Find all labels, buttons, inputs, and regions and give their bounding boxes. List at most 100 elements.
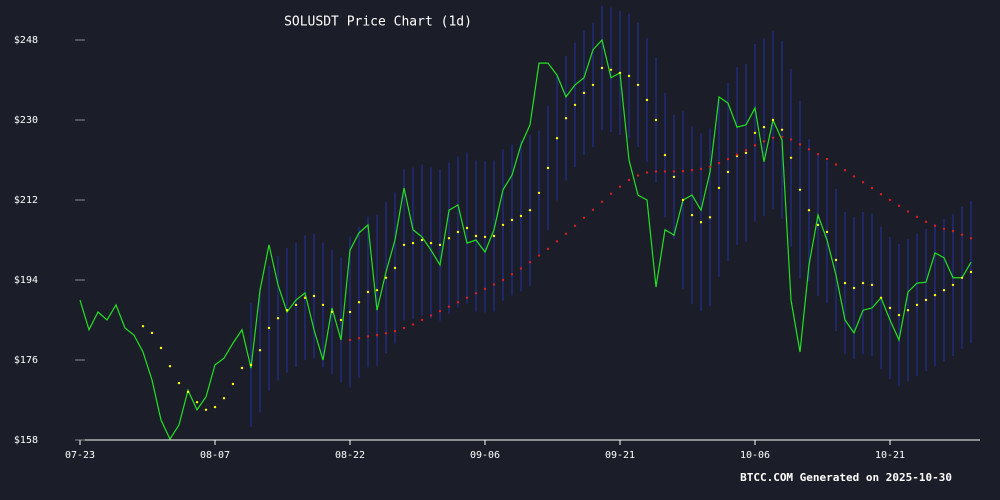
ma-dot bbox=[834, 258, 838, 262]
ma-dot bbox=[717, 161, 721, 165]
ma-dot bbox=[645, 98, 649, 102]
ma-dot bbox=[141, 325, 145, 328]
ma-dot bbox=[240, 366, 244, 370]
ma-dot bbox=[798, 143, 802, 146]
ma-dot bbox=[681, 198, 685, 202]
x-tick-label: 07-23 bbox=[65, 450, 95, 461]
ma-dot bbox=[870, 283, 874, 287]
ma-dot bbox=[564, 117, 568, 120]
ma-dot bbox=[483, 235, 487, 239]
ma-dot bbox=[267, 326, 271, 330]
axes: $158 $176 $194 $212 $230 $248 07-23 08-07 08-22 0… bbox=[14, 35, 980, 461]
ma-dot bbox=[249, 363, 253, 367]
ma-dot bbox=[465, 226, 469, 230]
ma-dot bbox=[429, 314, 433, 317]
ma-dot bbox=[681, 169, 685, 173]
ma-dot bbox=[735, 153, 739, 156]
ma-dot bbox=[420, 318, 424, 322]
ma-dot bbox=[951, 229, 955, 233]
ma-dot bbox=[573, 103, 577, 107]
ma-dot bbox=[933, 293, 937, 297]
ma-dot bbox=[915, 303, 919, 307]
ma-dot bbox=[483, 287, 487, 291]
ma-dot bbox=[672, 170, 676, 173]
ma-dot bbox=[906, 309, 910, 312]
ma-dot bbox=[438, 243, 442, 247]
ma-dot bbox=[510, 218, 514, 222]
ma-dot bbox=[816, 223, 820, 227]
ma-dot bbox=[825, 157, 829, 161]
ma-dot bbox=[654, 118, 658, 122]
ma-dot bbox=[636, 174, 640, 177]
ma-dot bbox=[492, 283, 496, 286]
ma-dot bbox=[654, 170, 658, 173]
ma-dot bbox=[519, 267, 523, 270]
ma-dot bbox=[825, 230, 829, 234]
ma-dot bbox=[906, 210, 910, 213]
ma-dot bbox=[474, 234, 478, 238]
ma-dot bbox=[627, 178, 631, 182]
x-tick-label: 09-21 bbox=[605, 450, 635, 461]
ma-dot bbox=[303, 296, 307, 299]
y-tick-label: $194 bbox=[14, 275, 38, 286]
ma-dot bbox=[375, 333, 379, 337]
ma-dot bbox=[636, 83, 640, 87]
ma-dot bbox=[771, 136, 775, 139]
ma-dot bbox=[924, 298, 928, 302]
ma-dot bbox=[429, 241, 433, 245]
ma-dot bbox=[609, 192, 613, 195]
ma-dot bbox=[492, 234, 496, 238]
ma-dot bbox=[357, 301, 361, 304]
ma-dot bbox=[195, 401, 199, 404]
ma-dot bbox=[699, 167, 703, 171]
ma-dot bbox=[600, 66, 604, 70]
ma-dot bbox=[411, 323, 415, 326]
y-tick-label: $176 bbox=[14, 355, 38, 366]
ma-dot bbox=[789, 156, 793, 159]
ma-dot bbox=[258, 349, 262, 352]
ma-dot bbox=[744, 151, 748, 155]
ma-dot bbox=[231, 382, 235, 386]
ma-dot bbox=[402, 243, 406, 247]
ma-dot bbox=[474, 292, 478, 295]
ma-dot bbox=[528, 209, 532, 212]
ma-dot bbox=[879, 296, 883, 299]
ma-dot bbox=[789, 138, 793, 141]
ma-dot bbox=[564, 232, 568, 235]
ma-dot bbox=[924, 220, 928, 223]
ma-dot bbox=[888, 198, 892, 202]
ma-dot bbox=[186, 390, 190, 394]
ma-dot bbox=[384, 276, 388, 279]
ma-dot bbox=[870, 186, 874, 190]
footer: BTCC.COM Generated on 2025-10-30 bbox=[740, 471, 952, 484]
ma-dot bbox=[312, 294, 316, 298]
ma-dot bbox=[726, 170, 730, 174]
ma-dot bbox=[366, 335, 370, 338]
ma-dot bbox=[645, 171, 649, 174]
ma-dot bbox=[402, 326, 406, 330]
ma-dot bbox=[222, 397, 226, 400]
ma-dot bbox=[177, 381, 181, 385]
series-layer bbox=[79, 38, 973, 440]
ma-dot bbox=[582, 91, 586, 95]
ma-dot bbox=[168, 365, 172, 368]
ma-dot bbox=[861, 281, 865, 285]
ma-dot bbox=[294, 303, 298, 307]
ma-dot bbox=[555, 137, 559, 140]
ma-dot bbox=[852, 286, 856, 290]
ma-dot bbox=[807, 209, 811, 212]
ma-dot bbox=[708, 165, 712, 168]
ma-dot bbox=[609, 68, 613, 71]
price-line bbox=[79, 38, 972, 440]
ma-dot bbox=[663, 153, 667, 157]
ma-dot bbox=[852, 175, 856, 178]
ma-dot bbox=[807, 148, 811, 151]
ma-dot bbox=[456, 301, 460, 304]
ma-dot bbox=[519, 214, 523, 218]
ma-dot bbox=[879, 193, 883, 196]
ma-dot bbox=[780, 135, 784, 139]
ma-dot bbox=[438, 309, 442, 313]
ma-dot bbox=[753, 131, 757, 135]
